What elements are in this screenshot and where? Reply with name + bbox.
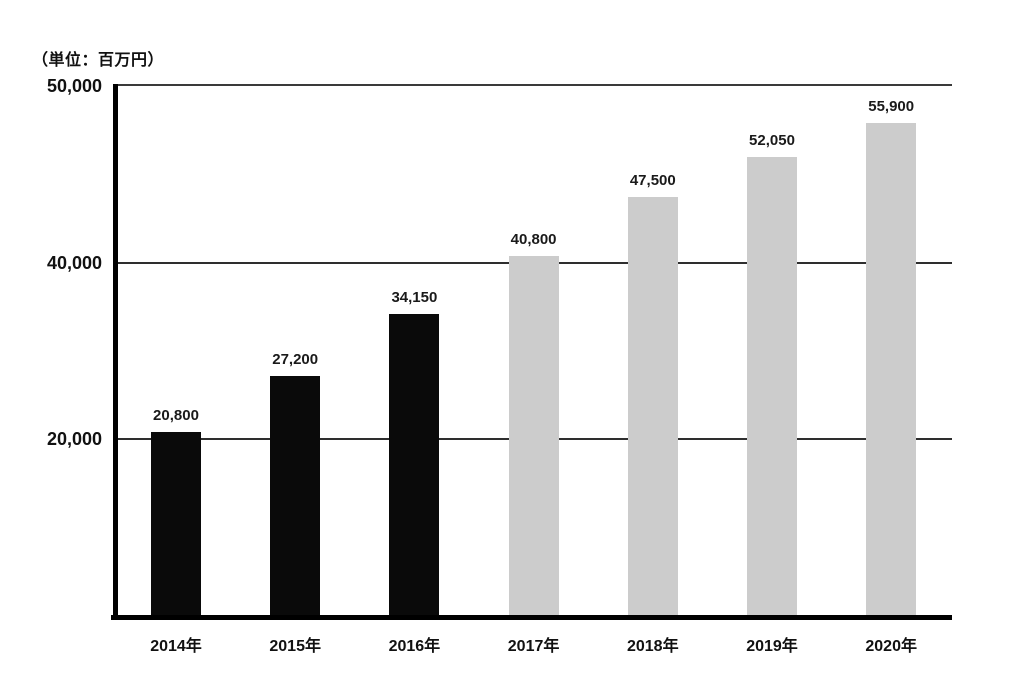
y-tick-label: 40,000 (46, 253, 102, 273)
x-axis-label: 2017年 (507, 638, 560, 655)
bar-value-label: 40,800 (510, 230, 557, 248)
x-axis-label: 2016年 (388, 638, 441, 655)
x-axis-label: 2018年 (626, 638, 679, 655)
bar-2014年 (151, 431, 201, 615)
x-axis-line (111, 615, 952, 620)
unit-label: （単位：百万円） (32, 52, 165, 69)
y-tick-label: 20,000 (46, 429, 102, 449)
bar-value-label: 52,050 (749, 131, 795, 149)
bar-value-label: 55,900 (868, 98, 915, 116)
bar-2015年 (270, 375, 321, 615)
bar-value-label: 34,150 (391, 289, 438, 307)
bar-value-label: 27,200 (272, 350, 319, 368)
bar-2017年 (508, 255, 559, 615)
plot-top-border (115, 84, 952, 86)
bar-value-label: 20,800 (153, 406, 199, 424)
bar-2016年 (389, 314, 440, 615)
x-axis-label: 2014年 (150, 638, 202, 655)
bar-value-label: 47,500 (629, 172, 676, 189)
y-axis-line (113, 84, 118, 620)
x-axis-label: 2015年 (269, 638, 321, 655)
bar-2019年 (747, 156, 797, 615)
bar-2020年 (866, 123, 917, 615)
x-axis-label: 2020年 (865, 638, 917, 655)
y-tick-label: 50,000 (46, 76, 102, 96)
bar-2018年 (627, 197, 678, 615)
x-axis-label: 2019年 (746, 638, 798, 655)
